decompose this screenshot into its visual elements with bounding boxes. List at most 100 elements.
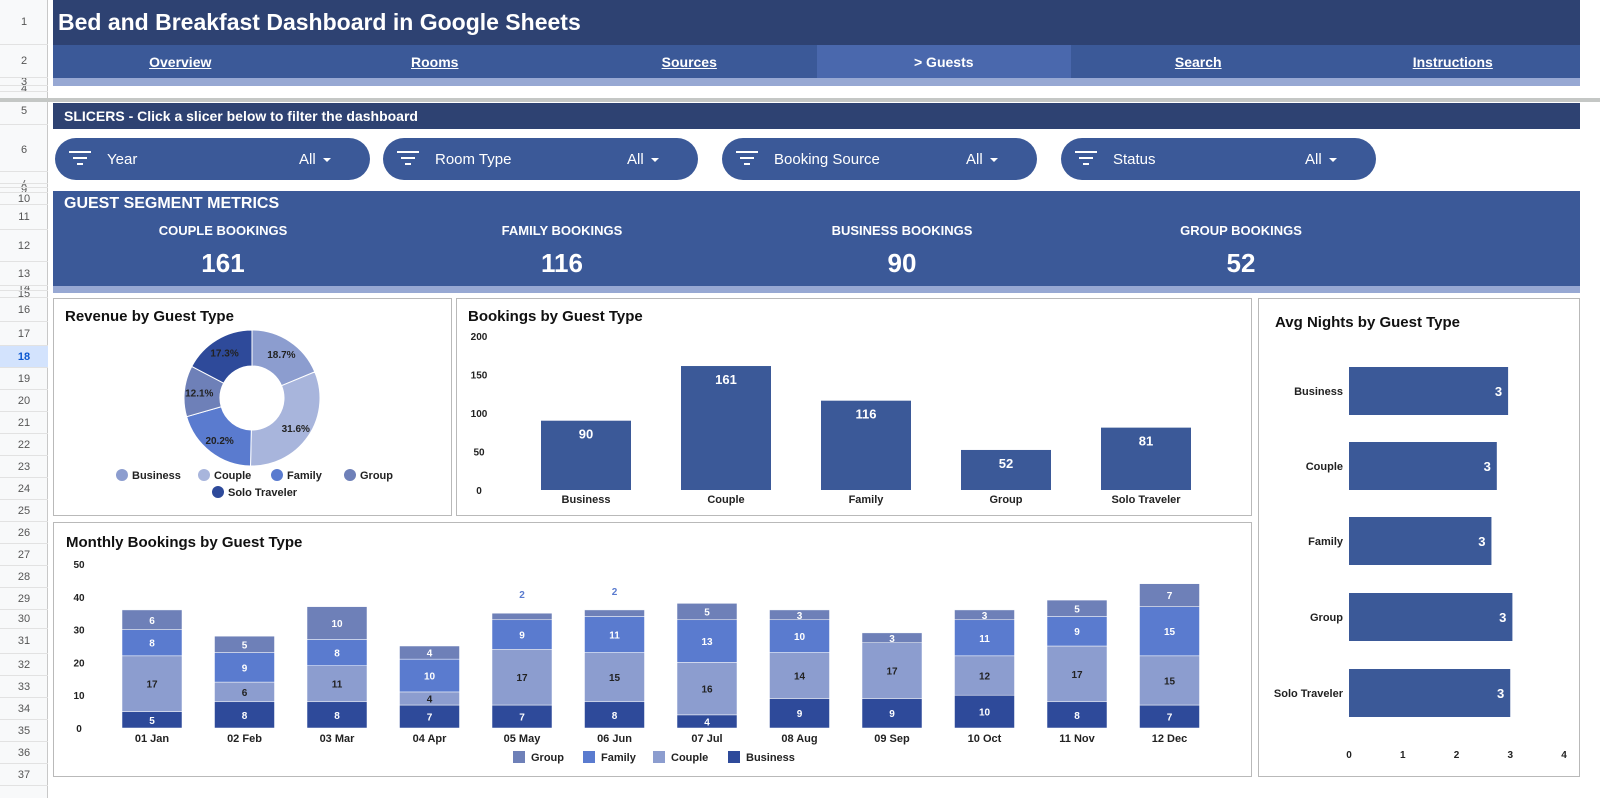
stack-segment [491,649,553,706]
slicers-header: SLICERS - Click a slicer below to filter… [53,103,1580,129]
row-number[interactable]: 14 [0,286,48,291]
row-number[interactable]: 8 [0,184,48,188]
stack-segment [769,652,830,699]
row-number[interactable]: 15 [0,291,48,298]
row-number[interactable]: 29 [0,588,48,610]
nav-tab-guests[interactable]: > Guests [816,45,1071,78]
x-tick-label: Family [849,494,885,506]
nav-tab-overview[interactable]: Overview [149,53,212,70]
bar [1101,427,1191,490]
x-tick-label: 04 Apr [413,733,448,745]
row-number[interactable]: 35 [0,720,48,742]
slicer-label: Status [1113,150,1156,168]
segment-label: 6 [149,616,155,627]
slicer-status[interactable]: Status All [1061,138,1376,180]
stack-segment [121,609,183,630]
row-number[interactable]: 37 [0,764,48,786]
slicer-year[interactable]: Year All [55,138,370,180]
avg-nights-by-guest-type-chart[interactable]: Avg Nights by Guest Type 3 Business 3 Coupl… [1258,298,1580,777]
stack-segment [306,701,368,729]
segment-label: 8 [612,711,618,722]
row-number[interactable]: 19 [0,368,48,390]
row-number[interactable]: 32 [0,654,48,676]
row-number[interactable]: 3 [0,78,48,86]
row-number[interactable]: 23 [0,456,48,478]
row-number[interactable]: 2 [0,45,48,78]
row-number[interactable]: 22 [0,434,48,456]
slice-label: 31.6% [282,424,310,435]
stack-segment [306,665,368,703]
freeze-divider[interactable] [0,98,1600,102]
stack-segment [1139,655,1200,706]
row-number[interactable]: 20 [0,390,48,412]
row-number[interactable]: 4 [0,86,48,92]
y-tick-label: 100 [471,409,488,420]
bar [821,400,911,490]
row-number[interactable]: 24 [0,478,48,500]
slicer-booking-source[interactable]: Booking Source All [722,138,1037,180]
row-number[interactable]: 9 [0,188,48,193]
bar-value-label: 161 [715,372,737,387]
row-number[interactable]: 16 [0,298,48,322]
row-number[interactable]: 28 [0,566,48,588]
row-number[interactable]: 11 [0,205,48,230]
metric-value-couple: 161 [201,248,245,278]
legend-swatch [583,751,595,763]
row-number[interactable]: 21 [0,412,48,434]
row-number[interactable]: 18 [0,346,48,368]
stack-segment [1046,616,1108,647]
row-header-column: 1234567891011121314151617181920212223242… [0,0,48,798]
row-number[interactable]: 31 [0,629,48,654]
y-tick-label: 200 [471,332,488,343]
x-tick-label: Solo Traveler [1111,494,1181,506]
row-number[interactable]: 6 [0,129,48,172]
legend-swatch [198,469,210,481]
stack-segment [954,655,1015,696]
slicer-label: Room Type [435,150,512,168]
chart-title: Revenue by Guest Type [65,308,234,325]
segment-label: 4 [427,694,433,705]
stack-segment [861,642,923,699]
row-number[interactable]: 13 [0,262,48,286]
row-number[interactable]: 10 [0,193,48,205]
row-number[interactable]: 17 [0,322,48,346]
row-number[interactable]: 27 [0,544,48,566]
legend-swatch [728,751,740,763]
nav-tab-rooms[interactable]: Rooms [411,53,459,70]
filter-icon [1075,151,1097,167]
bar [961,449,1051,490]
segment-label: 8 [334,649,340,660]
row-number[interactable]: 7 [0,180,48,184]
nav-tab-instructions[interactable]: Instructions [1412,53,1493,70]
stack-segment [861,698,923,729]
revenue-by-guest-type-chart[interactable]: Revenue by Guest Type 18.7% 31.6% 20.2% 12.… [53,298,452,516]
nav-tab-search[interactable]: Search [1174,53,1222,70]
x-tick-label: 05 May [504,733,542,745]
stack-svg: 0 10 20 30 40 50 5 17 8 6 01 Jan 8 6 9 5 02 Feb 8 11 8 10 03… [73,560,1200,764]
row-number[interactable]: 34 [0,698,48,720]
bar-value-label: 81 [1139,434,1153,449]
stack-segment [676,619,738,663]
slicer-room-type[interactable]: Room Type All [383,138,698,180]
segment-label: 2 [612,587,618,598]
row-number[interactable]: 5 [0,98,48,125]
y-tick-label: 150 [471,371,488,382]
segment-label: 17 [886,667,898,678]
chart-title: Bookings by Guest Type [468,308,643,325]
x-tick-label: 10 Oct [968,733,1002,745]
row-number[interactable]: 12 [0,230,48,262]
monthly-bookings-by-guest-type-chart[interactable]: Monthly Bookings by Guest Type 0 10 20 30 40… [53,522,1252,777]
row-number[interactable]: 25 [0,500,48,522]
row-number[interactable]: 36 [0,742,48,764]
stack-segment [954,619,1015,657]
bookings-by-guest-type-chart[interactable]: Bookings by Guest Type 0 50 100 150 200 90 Bus… [456,298,1252,516]
segment-label: 13 [701,637,713,648]
row-number[interactable]: 33 [0,676,48,698]
row-number[interactable]: 30 [0,610,48,629]
segment-label: 7 [519,713,525,724]
x-tick-label: 4 [1561,750,1567,761]
x-tick-label: Group [990,494,1023,506]
nav-tab-sources[interactable]: Sources [661,53,717,70]
row-number[interactable]: 26 [0,522,48,544]
row-number[interactable]: 1 [0,0,48,45]
